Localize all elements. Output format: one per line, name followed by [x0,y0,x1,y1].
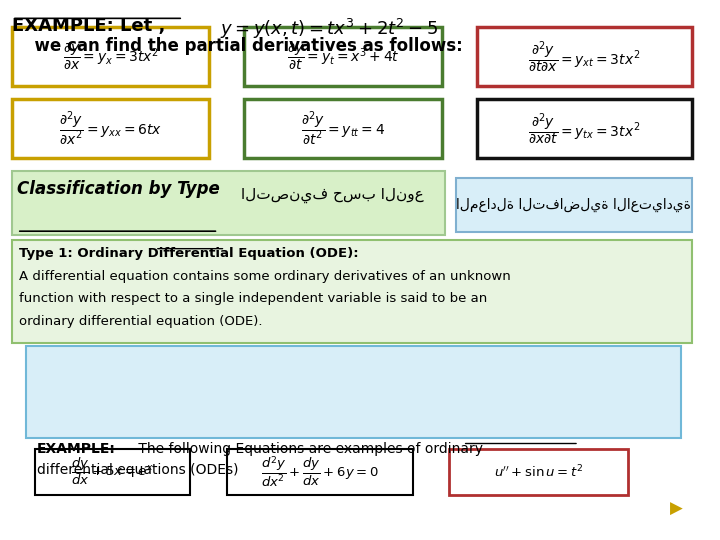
FancyBboxPatch shape [456,178,692,232]
FancyBboxPatch shape [12,240,692,343]
Text: Classification by Type: Classification by Type [17,180,220,198]
Text: A differential equation contains some ordinary derivatives of an unknown: A differential equation contains some or… [19,270,510,283]
Text: $\dfrac{\partial^2 y}{\partial t\partial x} = y_{xt} = 3tx^2$: $\dfrac{\partial^2 y}{\partial t\partial… [528,39,640,75]
FancyBboxPatch shape [12,27,210,86]
FancyBboxPatch shape [12,171,445,235]
Text: $\dfrac{d^2y}{dx^2} + \dfrac{dy}{dx} + 6y = 0$: $\dfrac{d^2y}{dx^2} + \dfrac{dy}{dx} + 6… [261,454,379,489]
FancyBboxPatch shape [12,99,210,158]
Text: $\dfrac{\partial^2 y}{\partial x^2} = y_{xx} = 6tx$: $\dfrac{\partial^2 y}{\partial x^2} = y_… [59,110,162,148]
Text: $\dfrac{\partial^2 y}{\partial x\partial t} = y_{tx} = 3tx^2$: $\dfrac{\partial^2 y}{\partial x\partial… [528,111,640,146]
Text: $\dfrac{\partial^2 y}{\partial t^2} = y_{tt} = 4$: $\dfrac{\partial^2 y}{\partial t^2} = y_… [301,110,385,148]
Text: $u'' + \sin u = t^2$: $u'' + \sin u = t^2$ [494,463,583,480]
FancyBboxPatch shape [244,99,441,158]
FancyBboxPatch shape [244,27,441,86]
FancyBboxPatch shape [35,449,190,495]
FancyBboxPatch shape [477,27,692,86]
FancyBboxPatch shape [227,449,413,495]
FancyBboxPatch shape [449,449,629,495]
Text: ▶: ▶ [670,500,683,518]
Text: $\dfrac{dy}{dx} + 5x = e^x$: $\dfrac{dy}{dx} + 5x = e^x$ [71,456,154,487]
Text: differential equations (ODEs): differential equations (ODEs) [37,463,238,477]
Text: EXAMPLE:: EXAMPLE: [37,442,115,456]
Text: التصنيف حسب النوع: التصنيف حسب النوع [241,188,424,203]
Text: The following Equations are examples of ordinary: The following Equations are examples of … [134,442,483,456]
Text: Type 1: Ordinary Differential Equation (ODE):: Type 1: Ordinary Differential Equation (… [19,247,359,260]
Text: EXAMPLE: Let ,: EXAMPLE: Let , [12,17,166,35]
FancyBboxPatch shape [26,346,681,438]
Text: we can find the partial derivatives as follows:: we can find the partial derivatives as f… [22,37,462,56]
Text: ordinary differential equation (ODE).: ordinary differential equation (ODE). [19,315,263,328]
Text: function with respect to a single independent variable is said to be an: function with respect to a single indepe… [19,292,487,305]
Text: $\dfrac{\partial y}{\partial t} = y_t = x^3 + 4t$: $\dfrac{\partial y}{\partial t} = y_t = … [287,41,400,72]
Text: المعادلة التفاضلية الاعتيادية: المعادلة التفاضلية الاعتيادية [456,198,691,212]
FancyBboxPatch shape [477,99,692,158]
Text: $\dfrac{\partial y}{\partial x} = y_x = 3tx^2$: $\dfrac{\partial y}{\partial x} = y_x = … [63,41,158,72]
Text: $y = y(x,t) = tx^3 + 2t^2 - 5$: $y = y(x,t) = tx^3 + 2t^2 - 5$ [220,17,438,41]
